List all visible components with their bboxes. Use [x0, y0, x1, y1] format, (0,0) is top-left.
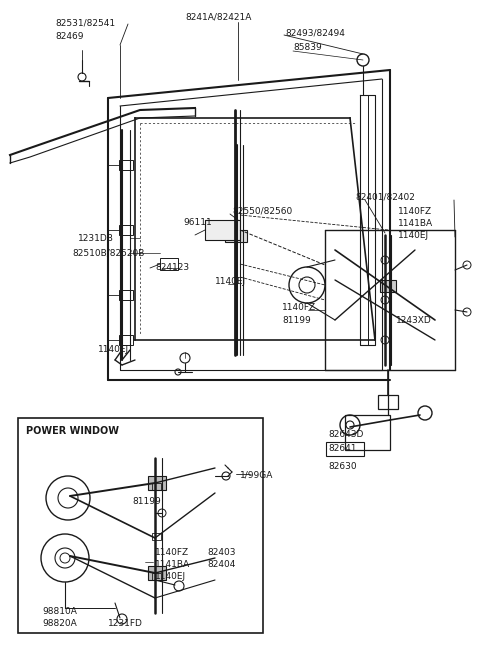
Bar	[345, 415, 390, 450]
Text: POWER WINDOW: POWER WINDOW	[26, 426, 119, 436]
Text: 1140FZ: 1140FZ	[282, 303, 316, 312]
Text: 1141BA: 1141BA	[398, 219, 433, 228]
Text: 82641: 82641	[328, 444, 357, 453]
Bar	[148, 566, 166, 580]
Text: 1231DB: 1231DB	[78, 234, 114, 243]
Text: 824123: 824123	[155, 263, 189, 272]
Bar	[119, 335, 133, 345]
Bar	[119, 160, 133, 170]
Text: 82401/82402: 82401/82402	[355, 192, 415, 201]
Bar	[148, 476, 166, 490]
Bar	[378, 395, 398, 409]
Text: 1140EJ: 1140EJ	[215, 277, 246, 286]
Text: 81199: 81199	[282, 316, 311, 325]
Text: 82531/82541: 82531/82541	[55, 18, 115, 27]
Bar	[152, 483, 161, 490]
Bar	[152, 533, 161, 540]
Text: 82510B/82520B: 82510B/82520B	[72, 248, 144, 257]
Text: 1/99GA: 1/99GA	[240, 470, 274, 479]
Text: 82403: 82403	[207, 548, 236, 557]
Text: 1140FZ: 1140FZ	[155, 548, 189, 557]
Text: 8241A/82421A: 8241A/82421A	[185, 12, 252, 21]
Bar	[119, 290, 133, 300]
Text: 1231FD: 1231FD	[108, 619, 143, 628]
Bar	[205, 220, 240, 240]
Text: 1140EJ: 1140EJ	[155, 572, 186, 581]
Text: 1141BA: 1141BA	[155, 560, 190, 569]
Bar	[160, 258, 178, 270]
Text: 1140EJ: 1140EJ	[98, 345, 129, 354]
Bar	[380, 280, 396, 292]
Text: 81199: 81199	[132, 497, 161, 506]
Text: 82630: 82630	[328, 462, 357, 471]
Text: 85839: 85839	[293, 43, 322, 52]
Text: 96111: 96111	[183, 218, 212, 227]
Text: 82404: 82404	[207, 560, 235, 569]
Text: 82493/82494: 82493/82494	[285, 28, 345, 37]
Text: 82469: 82469	[55, 32, 84, 41]
Bar	[18, 418, 263, 633]
Text: 98820A: 98820A	[42, 619, 77, 628]
Bar	[225, 230, 247, 242]
Text: 98810A: 98810A	[42, 607, 77, 616]
Text: 1140EJ: 1140EJ	[398, 231, 429, 240]
Bar	[119, 225, 133, 235]
Bar	[152, 573, 161, 580]
Bar	[326, 442, 364, 456]
Text: 1140FZ: 1140FZ	[398, 207, 432, 216]
Text: 82550/82560: 82550/82560	[232, 207, 292, 216]
Text: 82643D: 82643D	[328, 430, 363, 439]
Text: 1243XD: 1243XD	[396, 316, 432, 325]
